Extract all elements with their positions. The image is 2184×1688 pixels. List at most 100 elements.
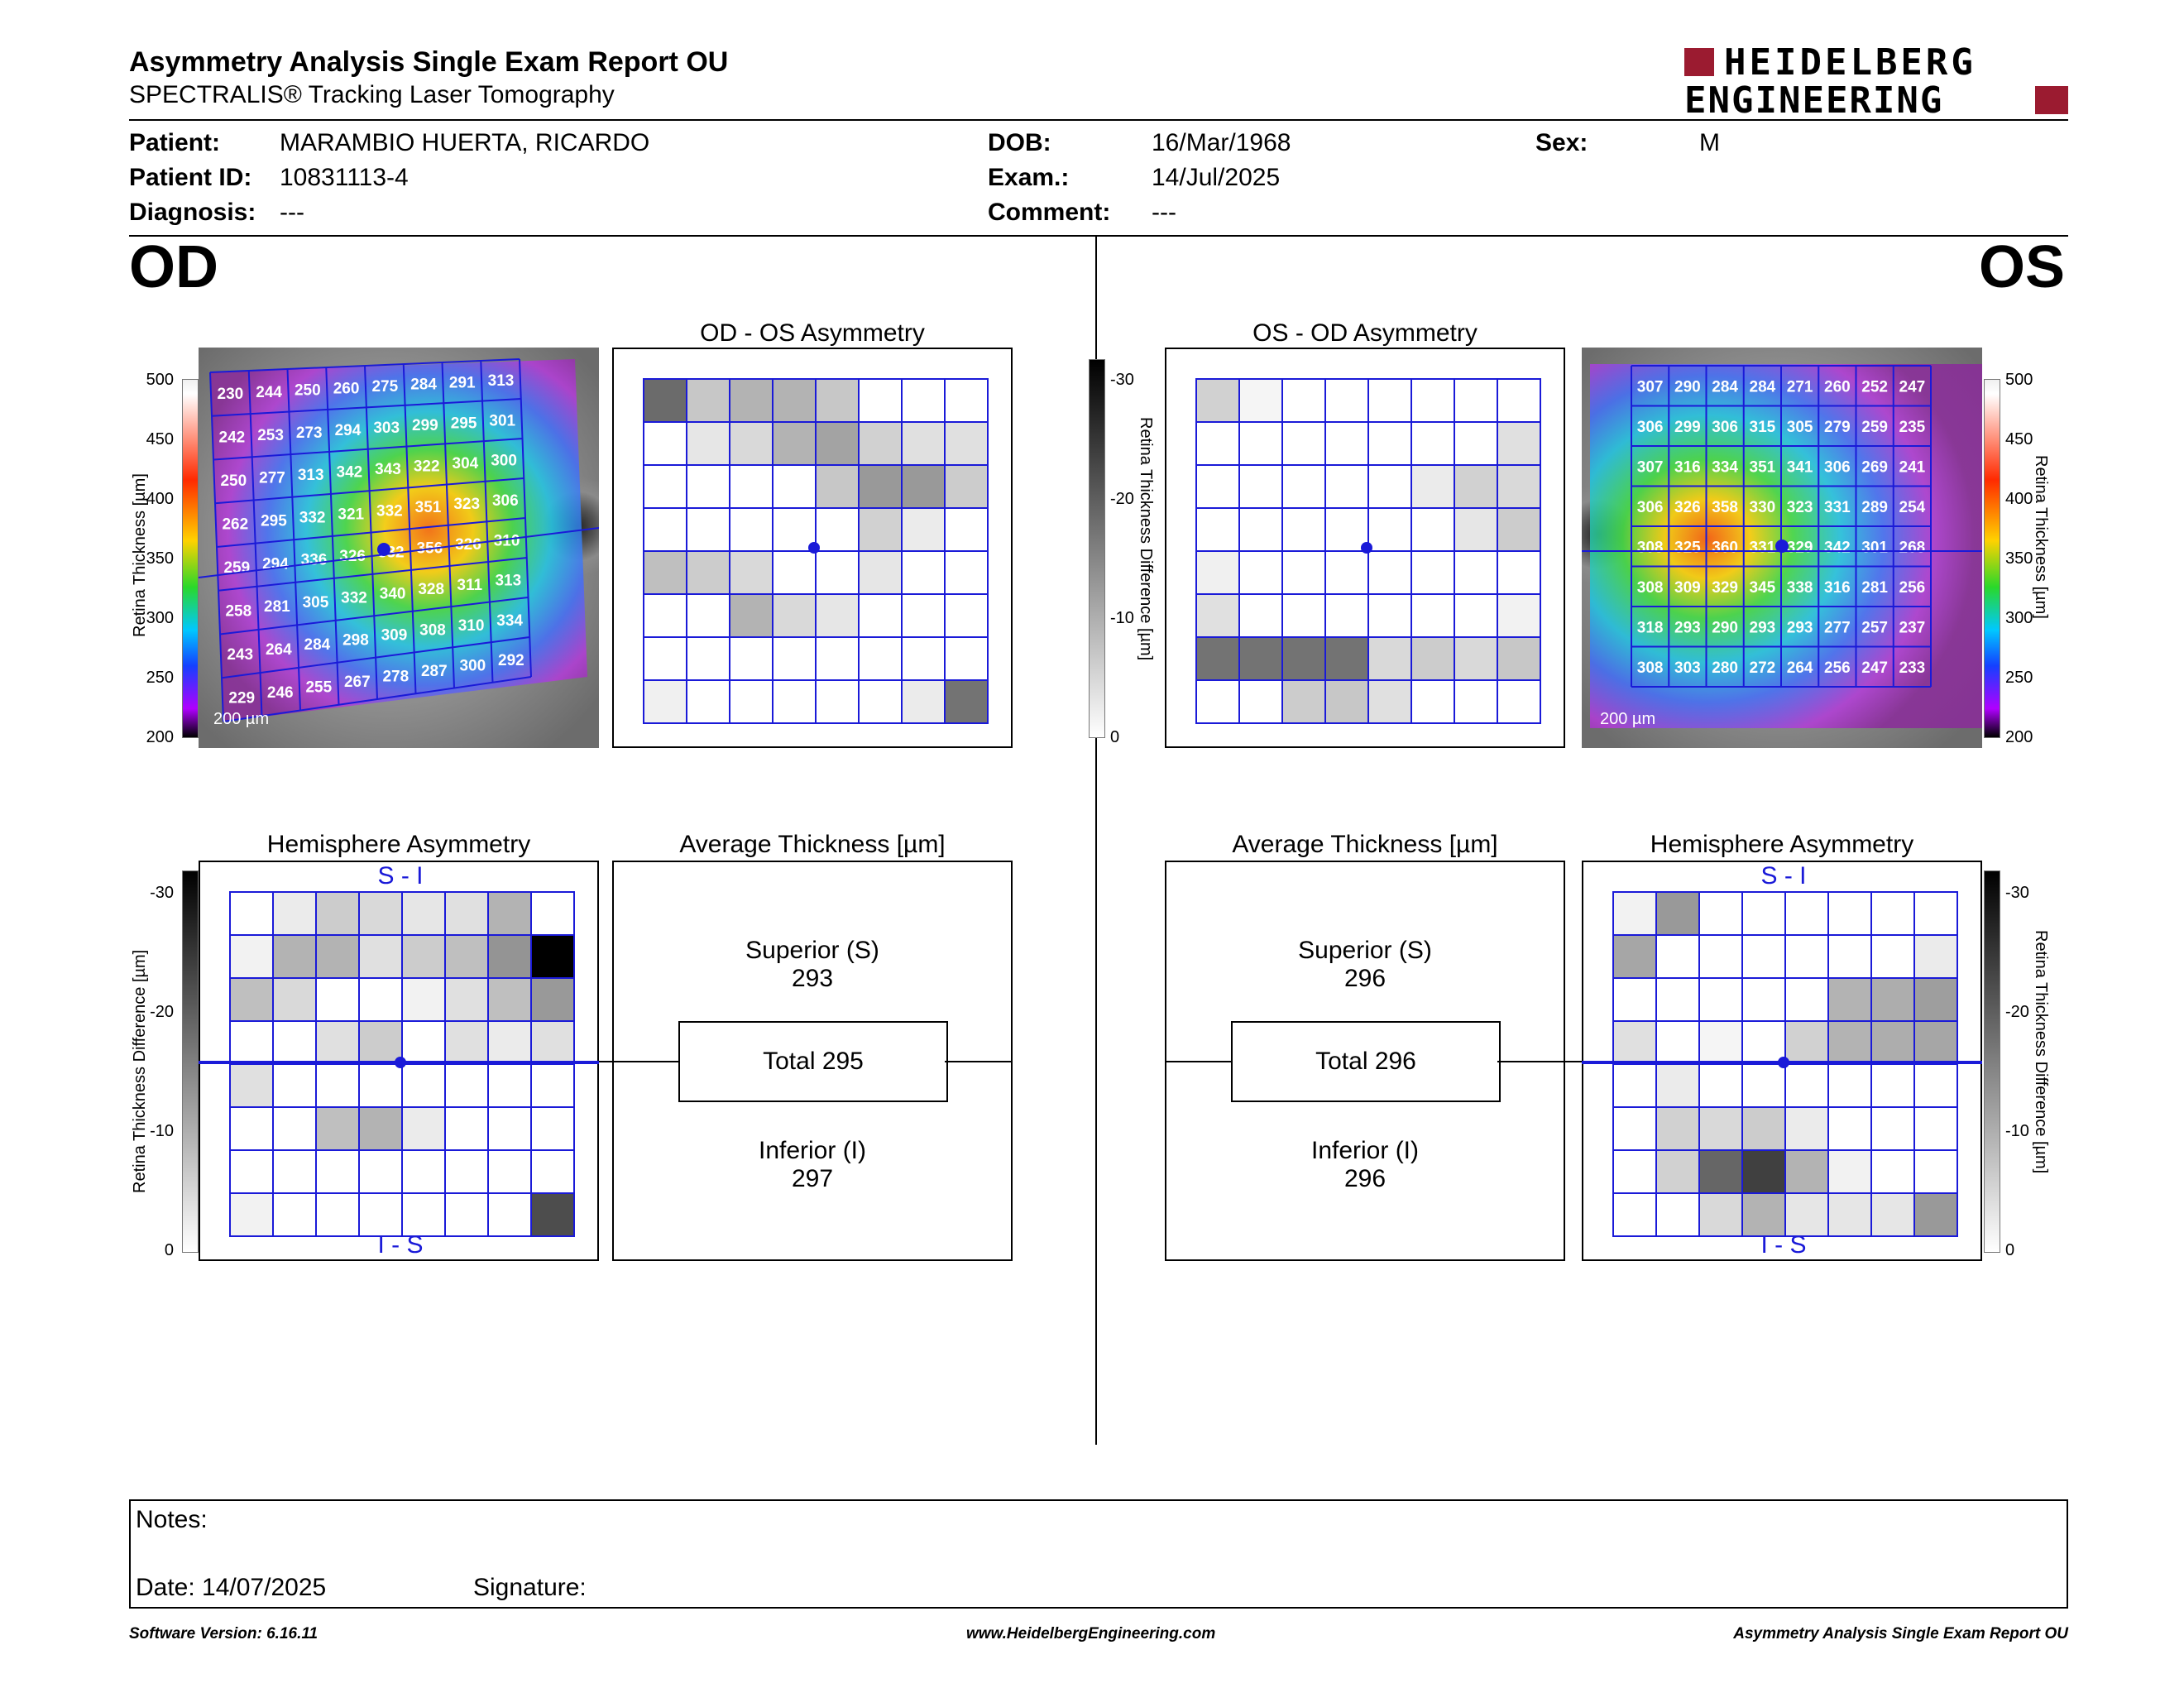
od-hemi-cell: [401, 1020, 446, 1065]
os-thickness-tick: 200: [2005, 728, 2033, 746]
os-hemi-cell: [1827, 1192, 1872, 1237]
od-hemi-cell: [229, 1020, 274, 1065]
od-thickness-value: 284: [410, 376, 437, 394]
od-hemi-fovea-marker: [395, 1057, 406, 1068]
footer-version: Software Version: 6.16.11: [129, 1625, 318, 1642]
os-hemi-cell: [1698, 977, 1743, 1022]
os-asym-cell: [1281, 679, 1326, 724]
od-hemi-cell: [272, 1106, 317, 1151]
od-thickness-value: 310: [494, 532, 520, 549]
os-thickness-value: 318: [1637, 619, 1664, 636]
od-hemi-cell: [315, 1149, 360, 1194]
os-asym-cell: [1195, 464, 1240, 509]
od-inferior-value: 297: [791, 1165, 834, 1192]
od-thickness-value: 343: [375, 461, 401, 478]
os-hemi-tick: -20: [2005, 1003, 2029, 1021]
od-asym-cell: [643, 421, 687, 466]
os-hemi-cell: [1698, 1020, 1743, 1065]
od-hemi-cell: [272, 891, 317, 936]
os-hemi-cell: [1784, 1063, 1829, 1108]
os-avg-title: Average Thickness [µm]: [1232, 831, 1498, 858]
od-thickness-value: 242: [219, 429, 246, 447]
os-superior-value: 296: [1343, 965, 1387, 992]
od-hemi-cell: [315, 1106, 360, 1151]
od-thickness-value: 313: [488, 372, 515, 390]
patient-name: MARAMBIO HUERTA, RICARDO: [280, 129, 650, 156]
os-avg-panel: Superior (S) 296 Total 296 Inferior (I) …: [1165, 861, 1565, 1261]
os-hemi-cell: [1870, 934, 1915, 979]
od-thickness-value: 340: [380, 585, 406, 602]
os-hemi-cell: [1827, 934, 1872, 979]
os-hemi-cell: [1870, 891, 1915, 936]
os-thickness-value: 351: [1750, 458, 1776, 476]
os-is-label: I - S: [1760, 1231, 1807, 1259]
os-hemi-cell: [1827, 977, 1872, 1022]
os-thickness-value: 301: [1861, 539, 1888, 556]
od-thickness-value: 258: [225, 602, 251, 620]
center-diff-tick: -10: [1110, 609, 1134, 627]
os-asym-cell: [1454, 636, 1498, 681]
os-asym-cell: [1367, 593, 1412, 638]
od-hemi-tick: -20: [150, 1003, 174, 1021]
os-asym-cell: [1410, 636, 1455, 681]
os-asym-cell: [1410, 421, 1455, 466]
os-thickness-value: 293: [1787, 619, 1813, 636]
os-thickness-value: 316: [1674, 458, 1701, 476]
od-thickness-value: 313: [298, 467, 324, 484]
od-asym-cell: [686, 550, 730, 595]
os-eye-label: OS: [1979, 234, 2066, 300]
os-scale-bar-label: 200 µm: [1600, 710, 1656, 728]
sex-label: Sex:: [1535, 129, 1588, 156]
os-asym-cell: [1195, 550, 1240, 595]
comment-label: Comment:: [988, 199, 1111, 226]
os-asym-cell: [1238, 507, 1283, 552]
od-asym-cell: [686, 636, 730, 681]
os-asym-cell: [1324, 550, 1369, 595]
os-thickness-value: 360: [1712, 539, 1738, 556]
os-hemi-cell: [1870, 1020, 1915, 1065]
os-thickness-value: 303: [1674, 659, 1701, 677]
od-asym-cell: [815, 679, 860, 724]
os-asym-cell: [1367, 636, 1412, 681]
od-asym-cell: [772, 593, 817, 638]
os-asym-cell: [1497, 593, 1541, 638]
od-thickness-tick: 500: [146, 371, 174, 389]
os-asym-cell: [1454, 550, 1498, 595]
od-hemi-cell: [229, 891, 274, 936]
os-thickness-value: 331: [1824, 499, 1851, 516]
od-hemi-cell: [487, 934, 532, 979]
os-thickness-value: 264: [1787, 659, 1813, 677]
os-superior: Superior (S) 296: [1166, 937, 1564, 993]
os-thickness-value: 316: [1824, 579, 1851, 597]
os-hemi-cell: [1784, 934, 1829, 979]
os-thickness-value: 256: [1899, 579, 1926, 597]
os-asym-cell: [1324, 679, 1369, 724]
od-hemi-cell: [272, 1192, 317, 1237]
os-hemi-cell: [1741, 891, 1786, 936]
od-asym-cell: [858, 550, 903, 595]
od-asym-cell: [815, 593, 860, 638]
os-asym-cell: [1195, 593, 1240, 638]
os-thickness-tick: 500: [2005, 371, 2033, 389]
od-thickness-value: 342: [337, 464, 363, 482]
os-hemi-axis-label: Retina Thickness Difference [µm]: [2032, 930, 2050, 1174]
od-hemi-cell: [530, 1149, 575, 1194]
os-hemi-cell: [1870, 1106, 1915, 1151]
od-thickness-value: 313: [495, 573, 521, 590]
os-hemi-cell: [1741, 1192, 1786, 1237]
os-asym-fovea-marker: [1361, 542, 1372, 554]
od-thickness-value: 295: [261, 513, 287, 530]
os-hemi-cell: [1784, 1149, 1829, 1194]
od-asym-cell: [944, 593, 989, 638]
os-hemi-cell: [1612, 934, 1657, 979]
os-asym-cell: [1410, 593, 1455, 638]
os-hemi-cell: [1870, 1149, 1915, 1194]
od-asym-cell: [901, 507, 946, 552]
os-asym-cell: [1410, 378, 1455, 423]
os-asym-cell: [1281, 421, 1326, 466]
footer-website[interactable]: www.HeidelbergEngineering.com: [966, 1625, 1216, 1642]
od-hemi-cell: [401, 1106, 446, 1151]
od-asym-cell: [772, 550, 817, 595]
os-asym-cell: [1281, 593, 1326, 638]
od-asym-cell: [944, 550, 989, 595]
